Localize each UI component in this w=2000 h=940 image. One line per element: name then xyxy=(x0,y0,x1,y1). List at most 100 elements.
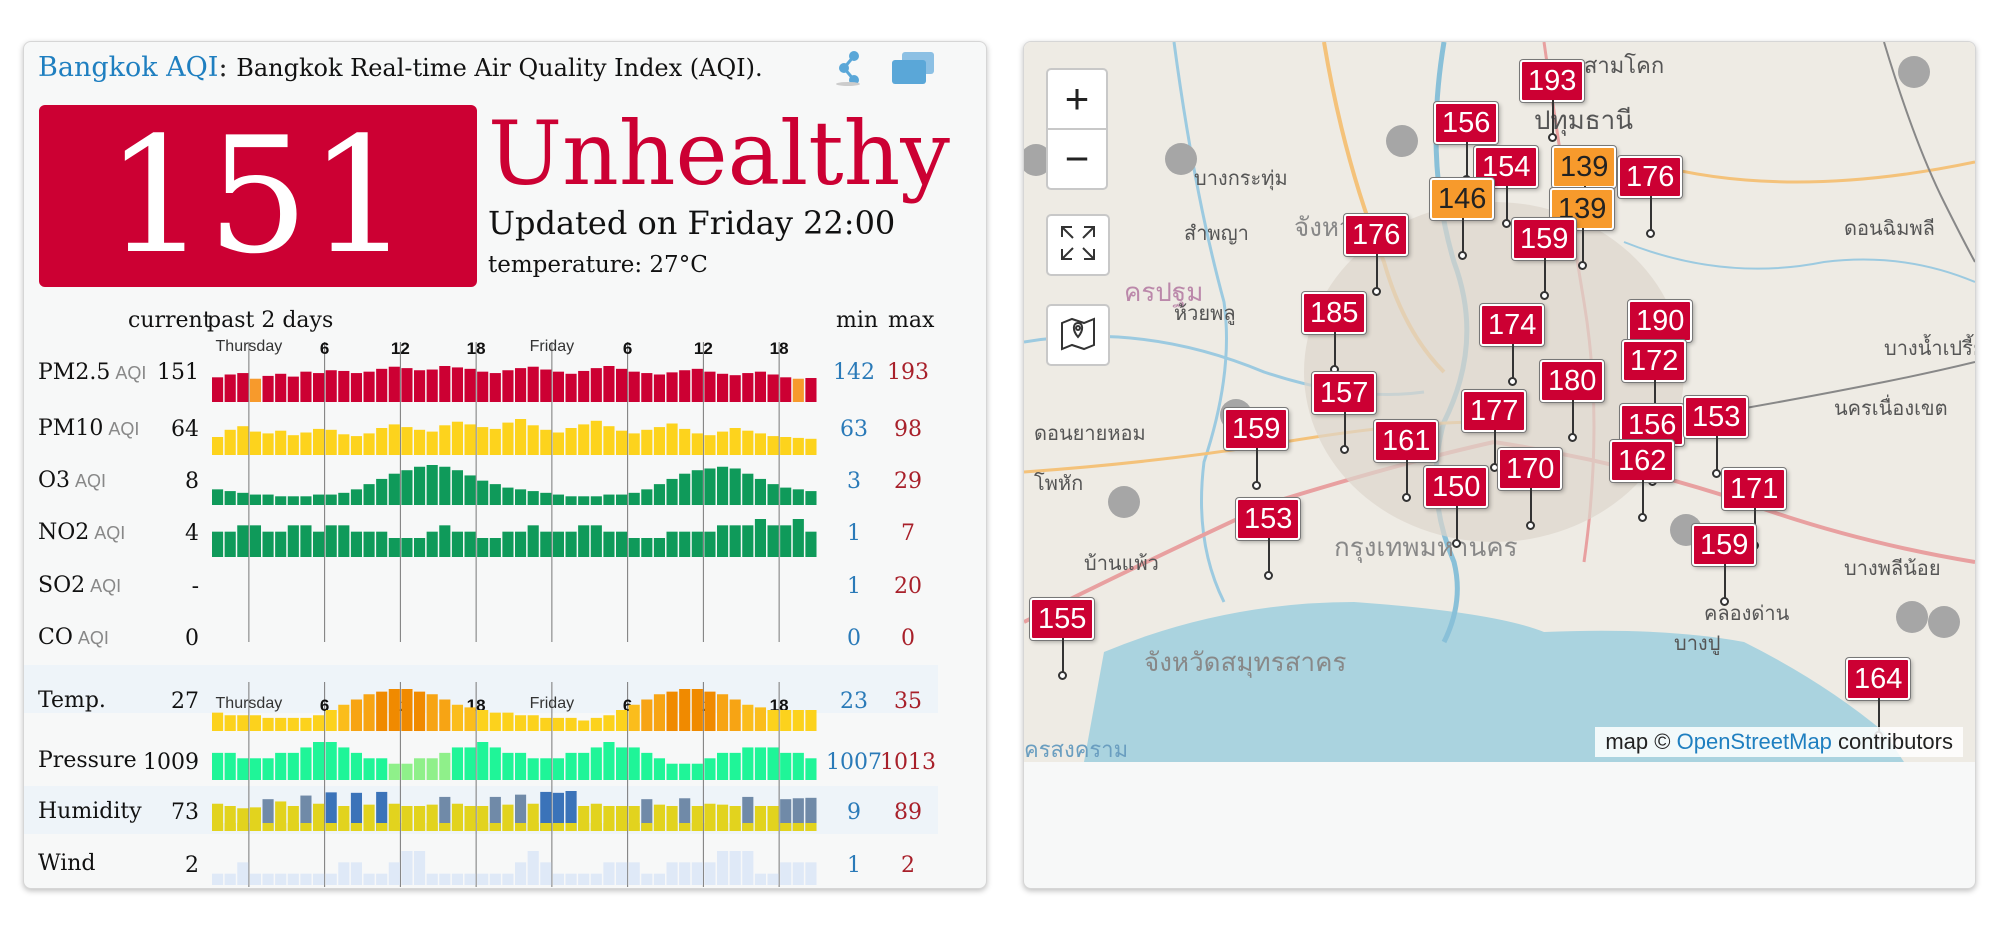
bar-pm10 xyxy=(414,429,426,455)
bar-no2 xyxy=(767,525,779,557)
zoom-in-button[interactable]: + xyxy=(1046,68,1108,130)
row-max-no2: 7 xyxy=(901,521,915,546)
bar-pm10 xyxy=(325,429,337,455)
day-tick-label: Friday xyxy=(530,695,574,712)
bar-no2 xyxy=(212,531,224,557)
openstreetmap-link[interactable]: OpenStreetMap xyxy=(1676,729,1832,754)
embed-widget-icon[interactable] xyxy=(890,50,936,86)
bar-no2 xyxy=(502,531,514,557)
map-aqi-marker[interactable]: 190 xyxy=(1628,300,1693,382)
map-aqi-marker[interactable]: 176 xyxy=(1618,156,1683,238)
marker-stem xyxy=(1552,100,1555,136)
share-icon[interactable] xyxy=(834,50,868,86)
bar-temp xyxy=(212,712,224,732)
map-aqi-marker[interactable]: 193 xyxy=(1520,60,1585,142)
bar-pressure xyxy=(439,752,451,780)
bar-temp xyxy=(603,715,615,731)
map-aqi-marker[interactable]: 162 xyxy=(1610,440,1675,522)
row-label-so2: SO2 AQI xyxy=(38,573,122,598)
bar-wind xyxy=(237,862,249,885)
bar-humidity xyxy=(666,806,678,831)
bar-temp xyxy=(527,715,539,731)
map-place-label: กรุงเทพมหานคร xyxy=(1334,533,1518,563)
bar-pm25 xyxy=(363,371,375,402)
day-tick-label: Thursday xyxy=(216,695,283,712)
map-aqi-marker[interactable]: 172 xyxy=(1622,340,1687,422)
bar-temp xyxy=(792,710,804,731)
map-aqi-marker[interactable]: 153 xyxy=(1236,498,1301,580)
bar-humidity xyxy=(628,806,640,831)
bar-wind xyxy=(653,873,666,885)
bar-humidity-base xyxy=(540,823,552,831)
map-aqi-marker[interactable]: 161 xyxy=(1374,420,1439,502)
map-aqi-marker[interactable]: 177 xyxy=(1462,390,1527,472)
bar-pm10 xyxy=(287,435,299,455)
bar-humidity-base xyxy=(578,823,590,831)
bar-pressure xyxy=(805,758,817,780)
bar-pm25 xyxy=(603,366,615,402)
bar-pressure xyxy=(767,747,779,780)
city-aqi-link[interactable]: Bangkok AQI xyxy=(38,52,219,83)
hour-tick-label: 18 xyxy=(467,339,486,358)
map-layers-button[interactable] xyxy=(1046,304,1110,366)
bar-humidity xyxy=(224,806,236,831)
map-aqi-marker[interactable]: 170 xyxy=(1498,448,1563,530)
map-aqi-marker[interactable]: 153 xyxy=(1684,396,1749,478)
map-aqi-marker[interactable]: 171 xyxy=(1722,468,1787,550)
map-aqi-marker[interactable]: 157 xyxy=(1312,372,1377,454)
bar-pressure xyxy=(275,752,287,780)
map-aqi-marker[interactable]: 155 xyxy=(1030,598,1095,680)
marker-stem xyxy=(1456,506,1459,542)
marker-value: 146 xyxy=(1438,183,1487,215)
marker-value: 159 xyxy=(1232,413,1281,445)
bar-humidity xyxy=(401,806,413,831)
bar-humidity xyxy=(616,806,628,831)
bar-wind xyxy=(325,873,337,885)
bar-no2 xyxy=(729,525,741,557)
bar-humidity xyxy=(414,806,426,831)
bar-pm25 xyxy=(212,377,224,402)
bar-o3 xyxy=(287,496,299,505)
bar-pm10 xyxy=(767,436,779,455)
map-place-label: บางปู xyxy=(1674,631,1721,655)
row-label-pm25: PM2.5 AQI xyxy=(38,360,147,385)
bar-temp xyxy=(287,717,299,732)
bar-temp xyxy=(363,694,375,731)
bar-temp xyxy=(691,689,703,731)
bar-pressure xyxy=(212,752,224,780)
map-aqi-marker[interactable]: 164 xyxy=(1846,658,1911,740)
bar-temp xyxy=(767,710,779,731)
bar-humidity-base xyxy=(767,823,779,831)
bar-pressure xyxy=(426,758,438,780)
bar-wind xyxy=(275,873,287,885)
bar-o3 xyxy=(603,494,615,505)
map-canvas[interactable]: ปทุมธานี สามโคก บางกระทุ่ม สำพญา จังหวัด ครปฐ… xyxy=(1024,42,1975,763)
bar-pm10 xyxy=(527,425,539,455)
map-aqi-marker[interactable]: 146 xyxy=(1430,178,1495,260)
bar-o3 xyxy=(527,491,539,505)
fullscreen-button[interactable] xyxy=(1046,214,1110,276)
marker-pin-dot xyxy=(1646,229,1656,238)
bar-pressure xyxy=(489,747,501,780)
map-aqi-marker[interactable]: 176 xyxy=(1344,214,1409,296)
map-aqi-marker[interactable]: 150 xyxy=(1424,466,1489,548)
bar-o3 xyxy=(628,492,640,505)
bar-humidity-base xyxy=(477,823,489,831)
map-aqi-marker[interactable]: 159 xyxy=(1224,408,1289,490)
bar-pm25 xyxy=(262,375,274,402)
bar-humidity xyxy=(464,806,476,831)
map-aqi-marker[interactable]: 156 xyxy=(1434,102,1499,184)
map-aqi-marker[interactable]: 185 xyxy=(1302,292,1367,374)
bar-pressure xyxy=(754,747,767,780)
bar-humidity xyxy=(489,796,501,831)
map-aqi-marker[interactable]: 139 xyxy=(1552,146,1617,228)
map-aqi-marker[interactable]: 174 xyxy=(1480,304,1545,386)
map-aqi-marker[interactable]: 159 xyxy=(1692,524,1757,606)
map-aqi-marker[interactable]: 180 xyxy=(1540,360,1605,442)
bar-humidity-base xyxy=(464,823,476,831)
bar-pressure xyxy=(641,752,653,780)
zoom-out-button[interactable]: − xyxy=(1046,128,1108,190)
bar-pm10 xyxy=(754,433,767,455)
map-aqi-marker[interactable]: 159 xyxy=(1512,218,1577,300)
row-min-o3: 3 xyxy=(847,469,861,494)
